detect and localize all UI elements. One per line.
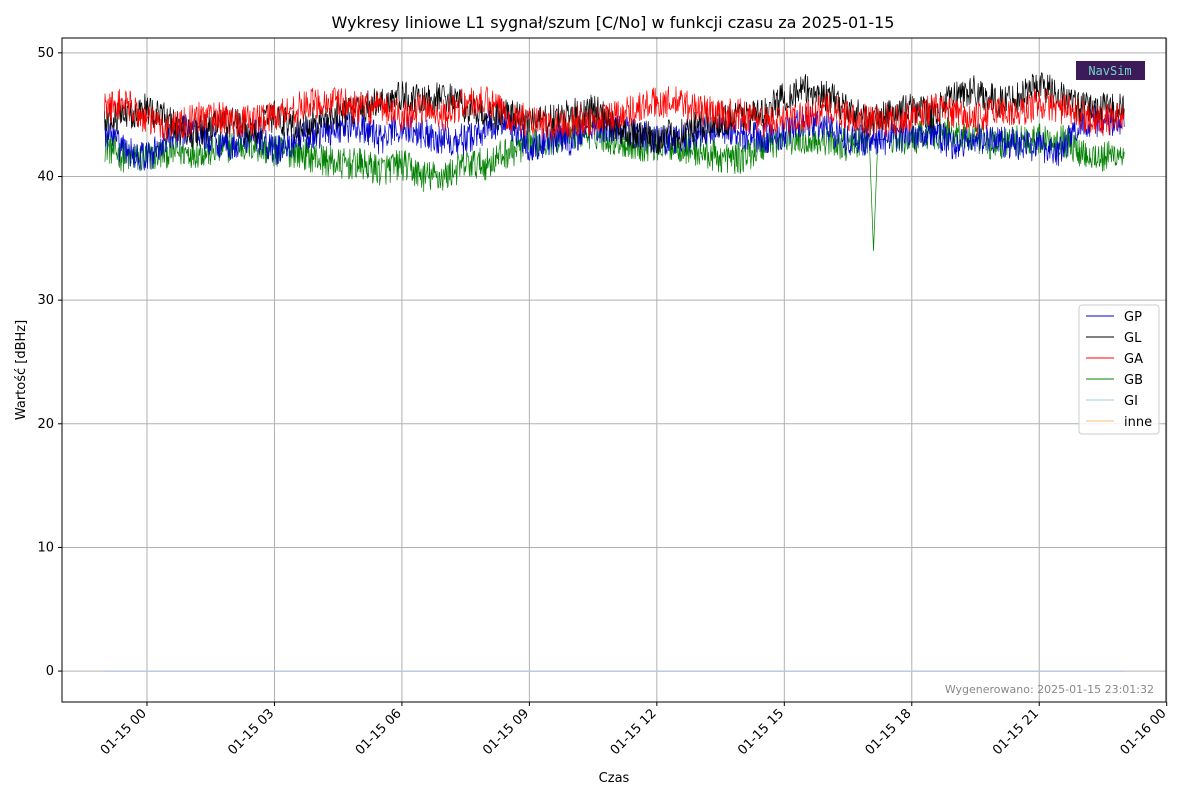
legend-label: GB [1124, 373, 1143, 388]
chart-title: Wykresy liniowe L1 sygnał/szum [C/No] w … [332, 13, 895, 32]
series-layer [104, 72, 1125, 672]
x-tick-label: 01-15 09 [480, 706, 532, 758]
x-tick-label: 01-15 15 [735, 706, 787, 758]
footer-timestamp: Wygenerowano: 2025-01-15 23:01:32 [945, 683, 1154, 696]
legend-label: GP [1124, 310, 1142, 325]
y-tick-label: 30 [37, 293, 54, 308]
y-axis-label: Wartość [dBHz] [14, 320, 29, 420]
x-tick-label: 01-15 03 [225, 706, 277, 758]
series-line-gl [104, 72, 1125, 155]
legend: GP GL GA GB GI inne [1078, 304, 1160, 435]
x-tick-label: 01-15 00 [98, 706, 150, 758]
x-tick-label: 01-15 21 [990, 706, 1042, 758]
legend-label: GA [1124, 352, 1143, 367]
logo: NavSim [1076, 61, 1145, 80]
x-axis-ticks: 01-15 00 01-15 03 01-15 06 01-15 09 01-15 12… [98, 702, 1170, 758]
legend-label: GI [1124, 394, 1138, 409]
y-tick-label: 10 [37, 540, 54, 555]
logo-badge [1076, 61, 1145, 80]
x-tick-label: 01-15 06 [353, 706, 405, 758]
logo-text: NavSim [1088, 64, 1131, 78]
x-axis-label: Czas [599, 771, 630, 786]
y-tick-label: 20 [37, 417, 54, 432]
x-tick-label: 01-15 12 [608, 706, 660, 758]
y-axis-ticks: 0 10 20 30 40 50 [37, 46, 62, 679]
y-tick-label: 40 [37, 169, 54, 184]
legend-label: GL [1124, 331, 1142, 346]
series-line-ga [104, 86, 1125, 143]
x-tick-label: 01-16 00 [1118, 706, 1170, 758]
x-tick-label: 01-15 18 [863, 706, 915, 758]
y-tick-label: 50 [37, 46, 54, 61]
y-tick-label: 0 [46, 664, 54, 679]
plot-frame [61, 37, 1167, 703]
legend-label: inne [1124, 415, 1152, 430]
